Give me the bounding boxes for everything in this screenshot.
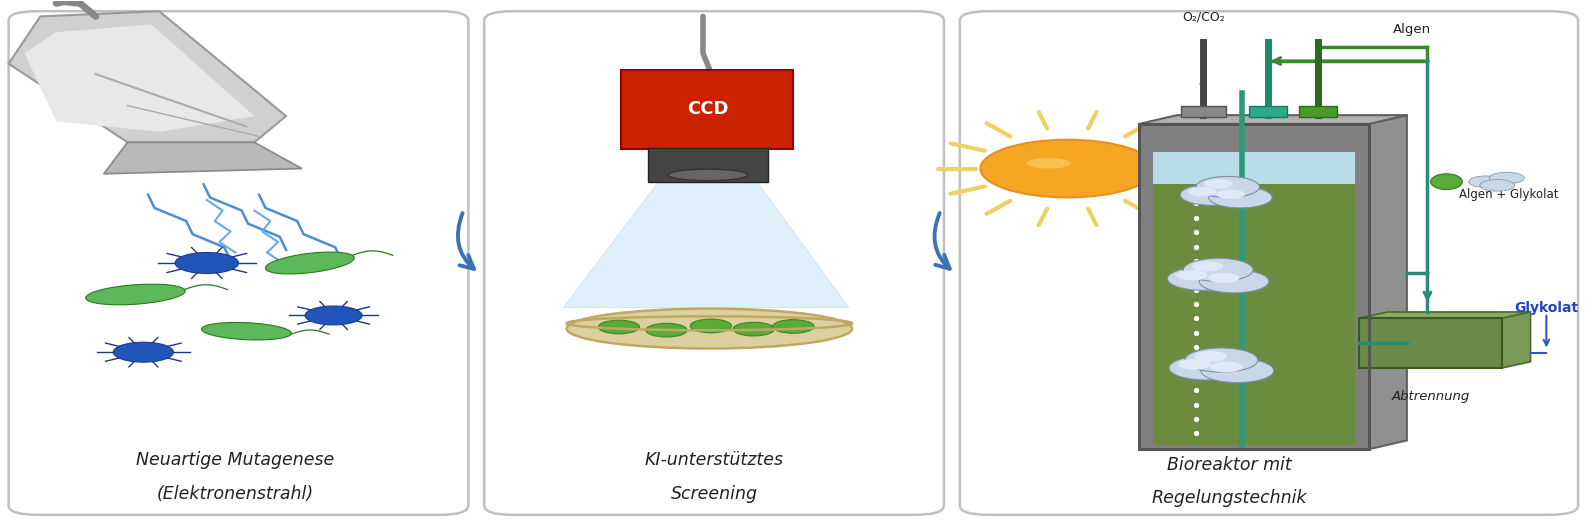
Circle shape xyxy=(691,319,732,333)
Circle shape xyxy=(599,320,640,334)
Ellipse shape xyxy=(1026,158,1070,168)
Circle shape xyxy=(1196,176,1259,197)
Circle shape xyxy=(1208,187,1272,208)
Circle shape xyxy=(1177,270,1207,280)
Text: CCD: CCD xyxy=(688,100,729,118)
Bar xyxy=(1153,184,1355,444)
Circle shape xyxy=(113,342,173,362)
Ellipse shape xyxy=(1431,174,1463,189)
Bar xyxy=(1181,106,1226,117)
Text: Screening: Screening xyxy=(670,485,757,503)
Text: Regelungstechnik: Regelungstechnik xyxy=(1151,489,1307,507)
Circle shape xyxy=(734,322,775,336)
Polygon shape xyxy=(202,322,291,340)
Circle shape xyxy=(646,323,688,337)
Text: Bioreaktor mit: Bioreaktor mit xyxy=(1167,456,1291,474)
Circle shape xyxy=(1167,267,1237,290)
Circle shape xyxy=(1183,258,1253,281)
FancyBboxPatch shape xyxy=(621,70,794,149)
FancyBboxPatch shape xyxy=(959,11,1578,515)
Text: O₂/CO₂: O₂/CO₂ xyxy=(1181,11,1224,23)
Text: Glykolat: Glykolat xyxy=(1515,300,1578,315)
Circle shape xyxy=(1185,348,1258,372)
Bar xyxy=(1299,106,1337,117)
Circle shape xyxy=(1194,351,1228,362)
Bar xyxy=(1359,318,1502,368)
Circle shape xyxy=(1216,189,1245,199)
Text: KI-unterstütztes: KI-unterstütztes xyxy=(645,451,783,469)
Bar xyxy=(1139,124,1369,449)
Circle shape xyxy=(1210,361,1243,372)
Text: (Elektronenstrahl): (Elektronenstrahl) xyxy=(157,485,314,503)
Bar xyxy=(1139,124,1369,449)
Circle shape xyxy=(1208,272,1239,283)
Bar xyxy=(1248,106,1286,117)
Bar xyxy=(1153,152,1355,184)
Polygon shape xyxy=(1502,312,1531,368)
Circle shape xyxy=(1469,176,1504,187)
Text: Abtrennung: Abtrennung xyxy=(1391,390,1470,403)
FancyBboxPatch shape xyxy=(8,11,468,515)
Circle shape xyxy=(980,140,1154,197)
Circle shape xyxy=(1188,187,1216,196)
Polygon shape xyxy=(564,181,850,308)
Polygon shape xyxy=(8,11,286,143)
Polygon shape xyxy=(265,252,354,274)
Circle shape xyxy=(1480,179,1515,191)
Circle shape xyxy=(175,252,238,274)
Ellipse shape xyxy=(669,169,748,180)
Polygon shape xyxy=(103,143,302,174)
Bar xyxy=(648,148,769,181)
Circle shape xyxy=(305,306,362,325)
FancyBboxPatch shape xyxy=(484,11,943,515)
Circle shape xyxy=(1180,184,1243,205)
Ellipse shape xyxy=(567,309,853,349)
Text: Neuartige Mutagenese: Neuartige Mutagenese xyxy=(137,451,335,469)
Text: Algen + Glykolat: Algen + Glykolat xyxy=(1459,188,1559,201)
Circle shape xyxy=(1193,261,1223,271)
Text: Algen: Algen xyxy=(1393,23,1431,36)
Circle shape xyxy=(1199,270,1269,293)
Circle shape xyxy=(1204,179,1232,188)
Polygon shape xyxy=(1359,312,1531,318)
Polygon shape xyxy=(24,24,254,132)
Polygon shape xyxy=(86,284,186,305)
Circle shape xyxy=(1169,356,1242,380)
Polygon shape xyxy=(1369,115,1407,449)
Circle shape xyxy=(1201,359,1274,382)
Polygon shape xyxy=(1139,115,1407,124)
Circle shape xyxy=(773,320,815,333)
Circle shape xyxy=(1490,172,1524,184)
Circle shape xyxy=(1178,359,1212,370)
